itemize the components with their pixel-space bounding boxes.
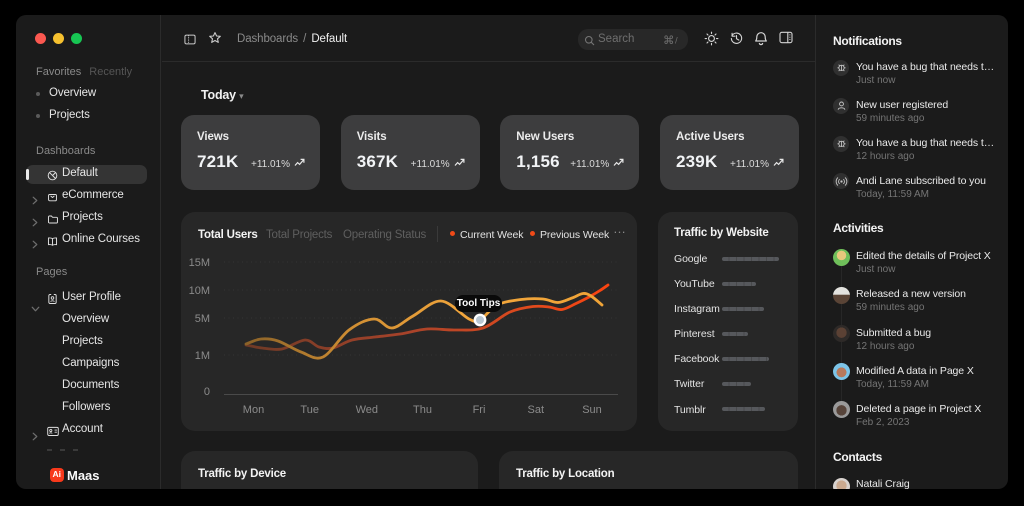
svg-text:Thu: Thu bbox=[413, 404, 432, 416]
svg-text:Sat: Sat bbox=[528, 404, 545, 416]
svg-text:1M: 1M bbox=[195, 350, 210, 362]
svg-text:0: 0 bbox=[204, 386, 210, 398]
svg-text:/: / bbox=[675, 35, 678, 45]
svg-text:Wed: Wed bbox=[356, 404, 378, 416]
svg-text:Fri: Fri bbox=[473, 404, 486, 416]
svg-text:Sun: Sun bbox=[582, 404, 602, 416]
svg-text:10M: 10M bbox=[189, 285, 210, 297]
svg-text:Tue: Tue bbox=[300, 404, 319, 416]
svg-text:Mon: Mon bbox=[243, 404, 264, 416]
svg-text:15M: 15M bbox=[189, 257, 210, 269]
svg-text:5M: 5M bbox=[195, 313, 210, 325]
